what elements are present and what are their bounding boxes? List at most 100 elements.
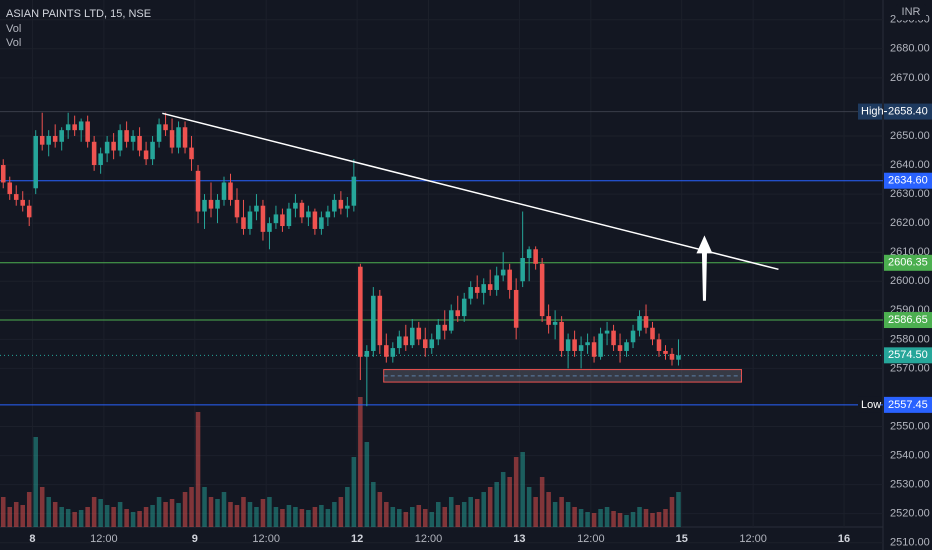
candle-body — [559, 321, 564, 351]
volume-bar — [345, 487, 350, 527]
x-tick-label: 13 — [513, 533, 525, 545]
x-tick-label: 12:00 — [577, 533, 605, 545]
x-tick-label: 12:00 — [90, 533, 118, 545]
volume-bar — [156, 497, 162, 527]
x-tick-label: 16 — [838, 533, 850, 545]
candle-body — [299, 202, 305, 218]
volume-bar — [617, 513, 623, 527]
volume-bar — [520, 452, 525, 527]
volume-bar — [637, 507, 642, 527]
candle-body — [397, 336, 402, 349]
volume-bar — [306, 510, 311, 527]
candle-body — [435, 324, 441, 340]
candle-body — [65, 124, 71, 131]
candle-body — [221, 182, 227, 200]
volume-bar — [247, 502, 253, 527]
candle-body — [189, 147, 194, 160]
candle-body — [461, 298, 467, 317]
volume-bar — [539, 477, 545, 527]
candle-body — [267, 223, 272, 232]
volume-bar — [656, 512, 662, 527]
price-tag-label: 2634.60 — [888, 175, 928, 187]
candle-body — [487, 284, 493, 290]
volume-bar — [448, 497, 454, 527]
volume-bar — [98, 499, 103, 527]
candle-body — [247, 211, 253, 229]
volume-bar — [332, 502, 337, 527]
price-tag-label: 2606.35 — [888, 257, 928, 269]
y-tick-label: 2580.00 — [890, 333, 930, 345]
volume-bar — [474, 499, 480, 527]
volume-bar — [643, 509, 649, 527]
volume-bar — [46, 497, 51, 527]
x-tick-label: 12:00 — [252, 533, 280, 545]
volume-bar — [202, 487, 207, 527]
volume-bar — [494, 482, 499, 527]
volume-bar — [273, 507, 279, 527]
volume-bar — [65, 509, 71, 527]
volume-bar — [338, 497, 344, 527]
candle-body — [455, 310, 461, 317]
y-tick-label: 2600.00 — [890, 275, 930, 287]
candle-body — [0, 165, 6, 183]
volume-bar — [228, 502, 233, 527]
volume-bar — [137, 511, 142, 527]
volume-bar — [364, 442, 370, 527]
volume-bar — [104, 505, 110, 527]
indicator-label: Vol — [6, 23, 21, 35]
volume-bar — [312, 507, 318, 527]
volume-bar — [410, 507, 415, 527]
volume-bar — [13, 502, 19, 527]
candle-body — [650, 327, 655, 340]
volume-bar — [182, 492, 188, 527]
candle-body — [182, 127, 188, 148]
volume-bar — [513, 457, 519, 527]
volume-bar — [319, 505, 324, 527]
volume-bar — [416, 505, 422, 527]
candle-body — [163, 124, 168, 131]
candle-body — [234, 199, 240, 218]
volume-bar — [598, 509, 603, 527]
volume-bar — [169, 499, 175, 527]
candle-body — [293, 202, 298, 209]
candle-body — [59, 130, 64, 142]
candle-body — [422, 339, 428, 349]
candle-body — [228, 182, 233, 200]
volume-bar — [72, 512, 77, 527]
arrow — [696, 235, 713, 301]
volume-bar — [358, 397, 363, 527]
axes: 2690.002680.002670.002650.002640.002630.… — [29, 14, 932, 549]
y-tick-label: 2570.00 — [890, 362, 930, 374]
candle-body — [72, 124, 77, 131]
candle-body — [111, 141, 116, 151]
last-price-label: 2574.50 — [888, 349, 928, 361]
volume-bar — [650, 513, 655, 527]
volume-bar — [384, 502, 389, 527]
volume-bar — [130, 512, 136, 527]
candle-body — [481, 284, 486, 293]
candle-body — [552, 321, 558, 325]
candle-body — [20, 199, 25, 206]
volume-bar — [403, 512, 409, 527]
volume-bar — [195, 412, 201, 527]
volume-bar — [78, 510, 84, 527]
candle-body — [358, 266, 363, 357]
candle-body — [351, 176, 357, 206]
y-tick-label: 2530.00 — [890, 479, 930, 491]
candle-body — [78, 121, 84, 131]
candle-body — [143, 150, 149, 160]
candle-body — [442, 324, 448, 331]
volume-bar — [611, 511, 616, 527]
volume-bar — [176, 503, 181, 527]
volume-bar — [111, 507, 116, 527]
volume-bar — [221, 492, 227, 527]
candle-body — [468, 287, 473, 299]
volume-bar — [500, 472, 506, 527]
volume-bar — [150, 505, 155, 527]
volume-bar — [487, 487, 493, 527]
volume-bar — [546, 492, 551, 527]
last-price-tag — [884, 347, 932, 364]
candle-body — [117, 130, 123, 151]
candle-body — [591, 342, 597, 357]
